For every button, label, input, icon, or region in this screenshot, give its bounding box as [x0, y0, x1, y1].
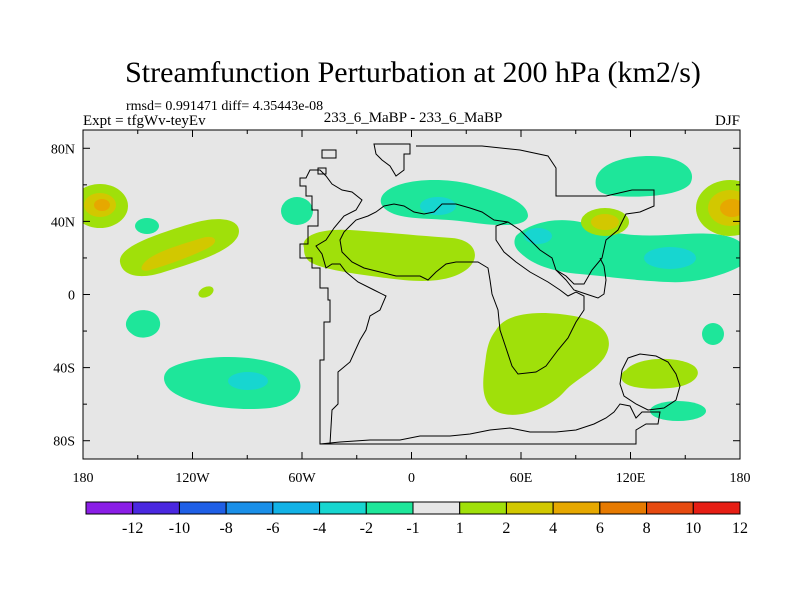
anomaly-australia-south-neg: [650, 401, 706, 421]
axis-labels: 180 120W 60W 0 60E 120E 180 80N 40N 0 40S 80S: [51, 142, 751, 486]
map-panel: 180 120W 60W 0 60E 120E 180 80N 40N 0 40S 80S: [51, 129, 751, 486]
anomaly-asia-pacific-neg-band: [514, 220, 740, 283]
anomaly-n-pacific-band-pos: [119, 219, 239, 277]
colorbar-label: -8: [219, 520, 232, 537]
anomaly-n-pacific-small-neg: [135, 218, 159, 234]
chart-title: Streamfunction Perturbation at 200 hPa (…: [125, 56, 701, 89]
colorbar-swatch: [599, 501, 648, 515]
colorbar-label: 8: [643, 520, 651, 537]
colorbar-label: 1: [456, 520, 464, 537]
x-tick-label: 60W: [288, 471, 316, 486]
colorbar-swatch: [412, 501, 461, 515]
colorbar-swatch: [225, 501, 274, 515]
colorbar-label: -2: [360, 520, 373, 537]
colorbar-label: -10: [169, 520, 190, 537]
colorbar-swatch: [132, 501, 180, 515]
colorbar-label: -12: [122, 520, 143, 537]
colorbar: -12 -10 -8 -6 -4 -2 -1 1 2 4 6 8 10 12: [85, 501, 748, 537]
x-tick-label: 0: [408, 471, 415, 486]
contour-fills: [83, 156, 740, 421]
anomaly-nw-pacific-pos: [696, 180, 740, 236]
x-tick-label: 180: [73, 471, 94, 486]
anomaly-arctic-asia-neg: [595, 156, 693, 197]
anomaly-north-america-neg: [281, 197, 313, 225]
experiment-label: Expt = tfgWv-teyEv: [83, 113, 206, 129]
x-tick-label: 180: [730, 471, 751, 486]
colorbar-swatch: [319, 501, 367, 515]
colorbar-swatch: [365, 501, 414, 515]
axis-ticks: [82, 130, 741, 459]
colorbar-swatch: [178, 501, 227, 515]
case-label: 233_6_MaBP - 233_6_MaBP: [324, 110, 503, 126]
colorbar-label: 4: [549, 520, 557, 537]
season-label: DJF: [715, 113, 740, 129]
anomaly-se-pacific-neg: [125, 310, 301, 410]
colorbar-label: 2: [502, 520, 510, 537]
stats-label: rmsd= 0.991471 diff= 4.35443e-08: [126, 99, 323, 114]
y-tick-label: 40N: [51, 215, 75, 230]
anomaly-asia-small-pos: [581, 208, 629, 236]
colorbar-label: 12: [732, 520, 748, 537]
anomaly-europe-asia-neg: [380, 180, 528, 226]
anomaly-e-pacific-small-pos: [198, 286, 214, 298]
colorbar-label: 10: [685, 520, 701, 537]
colorbar-label: -6: [266, 520, 279, 537]
anomaly-n-pacific-west-pos: [83, 184, 128, 228]
anomaly-atlantic-africa-pos: [303, 229, 475, 281]
y-tick-label: 40S: [53, 362, 75, 377]
colorbar-swatch: [552, 501, 601, 515]
colorbar-label: -4: [313, 520, 326, 537]
y-tick-label: 0: [68, 289, 75, 304]
colorbar-swatch: [459, 501, 507, 515]
colorbar-swatch: [505, 501, 554, 515]
colorbar-swatch: [85, 501, 134, 515]
colorbar-swatch: [646, 501, 694, 515]
colorbar-label: -1: [406, 520, 419, 537]
y-tick-label: 80N: [51, 142, 75, 157]
coastlines: [299, 143, 681, 445]
colorbar-swatch: [692, 501, 741, 515]
colorbar-swatch: [272, 501, 321, 515]
y-tick-label: 80S: [53, 435, 75, 450]
anomaly-southern-africa-indian-pos: [483, 312, 609, 415]
x-tick-label: 120E: [616, 471, 646, 486]
colorbar-label: 6: [596, 520, 604, 537]
x-tick-label: 60E: [510, 471, 533, 486]
anomaly-e-indian-neg: [702, 323, 724, 345]
x-tick-label: 120W: [175, 471, 210, 486]
